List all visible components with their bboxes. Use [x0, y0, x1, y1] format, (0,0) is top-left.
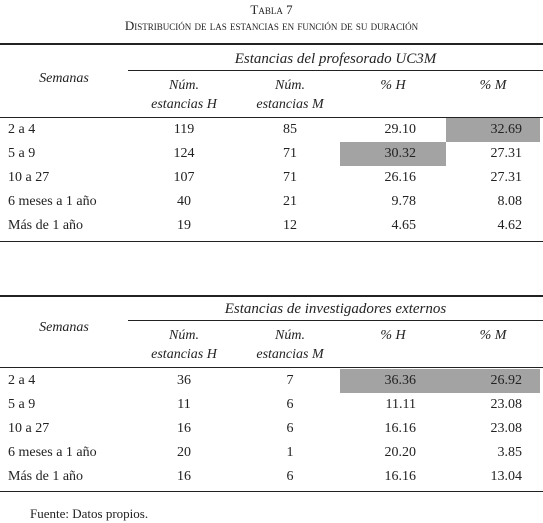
rule — [0, 295, 543, 297]
table-row: 2 a 4 119 85 29.10 32.69 — [0, 118, 543, 142]
group-header: Estancias del profesorado UC3M — [234, 51, 437, 67]
cell: 27.31 — [490, 146, 523, 161]
cell: 6 — [286, 421, 294, 436]
rule — [0, 43, 543, 45]
row-label: 2 a 4 — [8, 122, 36, 137]
cell: 7 — [286, 373, 294, 388]
cell: 20 — [177, 445, 191, 460]
cell: 3.85 — [497, 445, 523, 460]
table-row: 2 a 4 36 7 36.36 26.92 — [0, 369, 543, 393]
cell: 107 — [173, 170, 195, 185]
row-label: Más de 1 año — [8, 218, 84, 233]
table-row: 6 meses a 1 año 20 1 20.20 3.85 — [0, 441, 543, 465]
cell: 30.32 — [340, 142, 446, 166]
cell: 12 — [283, 218, 297, 233]
cell: 16 — [177, 421, 191, 436]
column-header: Núm. estancias H — [151, 328, 217, 362]
column-header: Núm. estancias M — [256, 78, 324, 112]
column-header: % H — [380, 328, 406, 343]
table-row: 10 a 27 16 6 16.16 23.08 — [0, 417, 543, 441]
row-label: 6 meses a 1 año — [8, 445, 97, 460]
cell: 71 — [283, 170, 297, 185]
row-label: 10 a 27 — [8, 170, 50, 185]
cell: 6 — [286, 469, 294, 484]
cell: 9.78 — [391, 194, 417, 209]
group-header: Estancias de investigadores externos — [224, 301, 447, 317]
rule — [0, 241, 543, 242]
column-header: % H — [380, 78, 406, 93]
cell: 36 — [177, 373, 191, 388]
cell: 21 — [283, 194, 297, 209]
cell: 16.16 — [384, 421, 417, 436]
table-row: 10 a 27 107 71 26.16 27.31 — [0, 166, 543, 190]
table-row: Más de 1 año 19 12 4.65 4.62 — [0, 214, 543, 238]
row-label: 5 a 9 — [8, 397, 36, 412]
column-header: Núm. estancias H — [151, 78, 217, 112]
cell: 32.69 — [446, 118, 540, 142]
cell: 40 — [177, 194, 191, 209]
cell: 6 — [286, 397, 294, 412]
cell: 13.04 — [490, 469, 523, 484]
cell: 36.36 — [340, 369, 446, 393]
cell: 71 — [283, 146, 297, 161]
cell: 20.20 — [384, 445, 417, 460]
cell: 19 — [177, 218, 191, 233]
cell: 16 — [177, 469, 191, 484]
rule — [128, 320, 543, 321]
cell: 26.92 — [446, 369, 540, 393]
cell: 4.62 — [497, 218, 523, 233]
cell: 1 — [286, 445, 294, 460]
rule — [0, 491, 543, 492]
rule — [0, 367, 543, 368]
cell: 8.08 — [497, 194, 523, 209]
cell: 23.08 — [490, 421, 523, 436]
cell: 23.08 — [490, 397, 523, 412]
row-label: 10 a 27 — [8, 421, 50, 436]
table-number: Tabla 7 — [250, 2, 293, 17]
cell: 11.11 — [385, 397, 416, 412]
row-header: Semanas — [39, 320, 89, 335]
cell: 4.65 — [391, 218, 417, 233]
row-label: 6 meses a 1 año — [8, 194, 97, 209]
footnote: Fuente: Datos propios. — [30, 506, 149, 521]
row-label: 2 a 4 — [8, 373, 36, 388]
cell: 124 — [173, 146, 195, 161]
cell: 27.31 — [490, 170, 523, 185]
column-header: % M — [479, 78, 507, 93]
table-row: 5 a 9 124 71 30.32 27.31 — [0, 142, 543, 166]
cell: 119 — [173, 122, 195, 137]
cell: 16.16 — [384, 469, 417, 484]
table-title: Distribución de las estancias en función… — [124, 18, 419, 33]
cell: 85 — [283, 122, 297, 137]
cell: 26.16 — [384, 170, 417, 185]
rule — [0, 117, 543, 118]
cell: 29.10 — [384, 122, 417, 137]
column-header: Núm. estancias M — [256, 328, 324, 362]
row-label: 5 a 9 — [8, 146, 36, 161]
rule — [128, 70, 543, 71]
table-row: Más de 1 año 16 6 16.16 13.04 — [0, 465, 543, 489]
row-header: Semanas — [39, 71, 89, 86]
column-header: % M — [479, 328, 507, 343]
row-label: Más de 1 año — [8, 469, 84, 484]
table-row: 6 meses a 1 año 40 21 9.78 8.08 — [0, 190, 543, 214]
cell: 11 — [177, 397, 191, 412]
table-row: 5 a 9 11 6 11.11 23.08 — [0, 393, 543, 417]
